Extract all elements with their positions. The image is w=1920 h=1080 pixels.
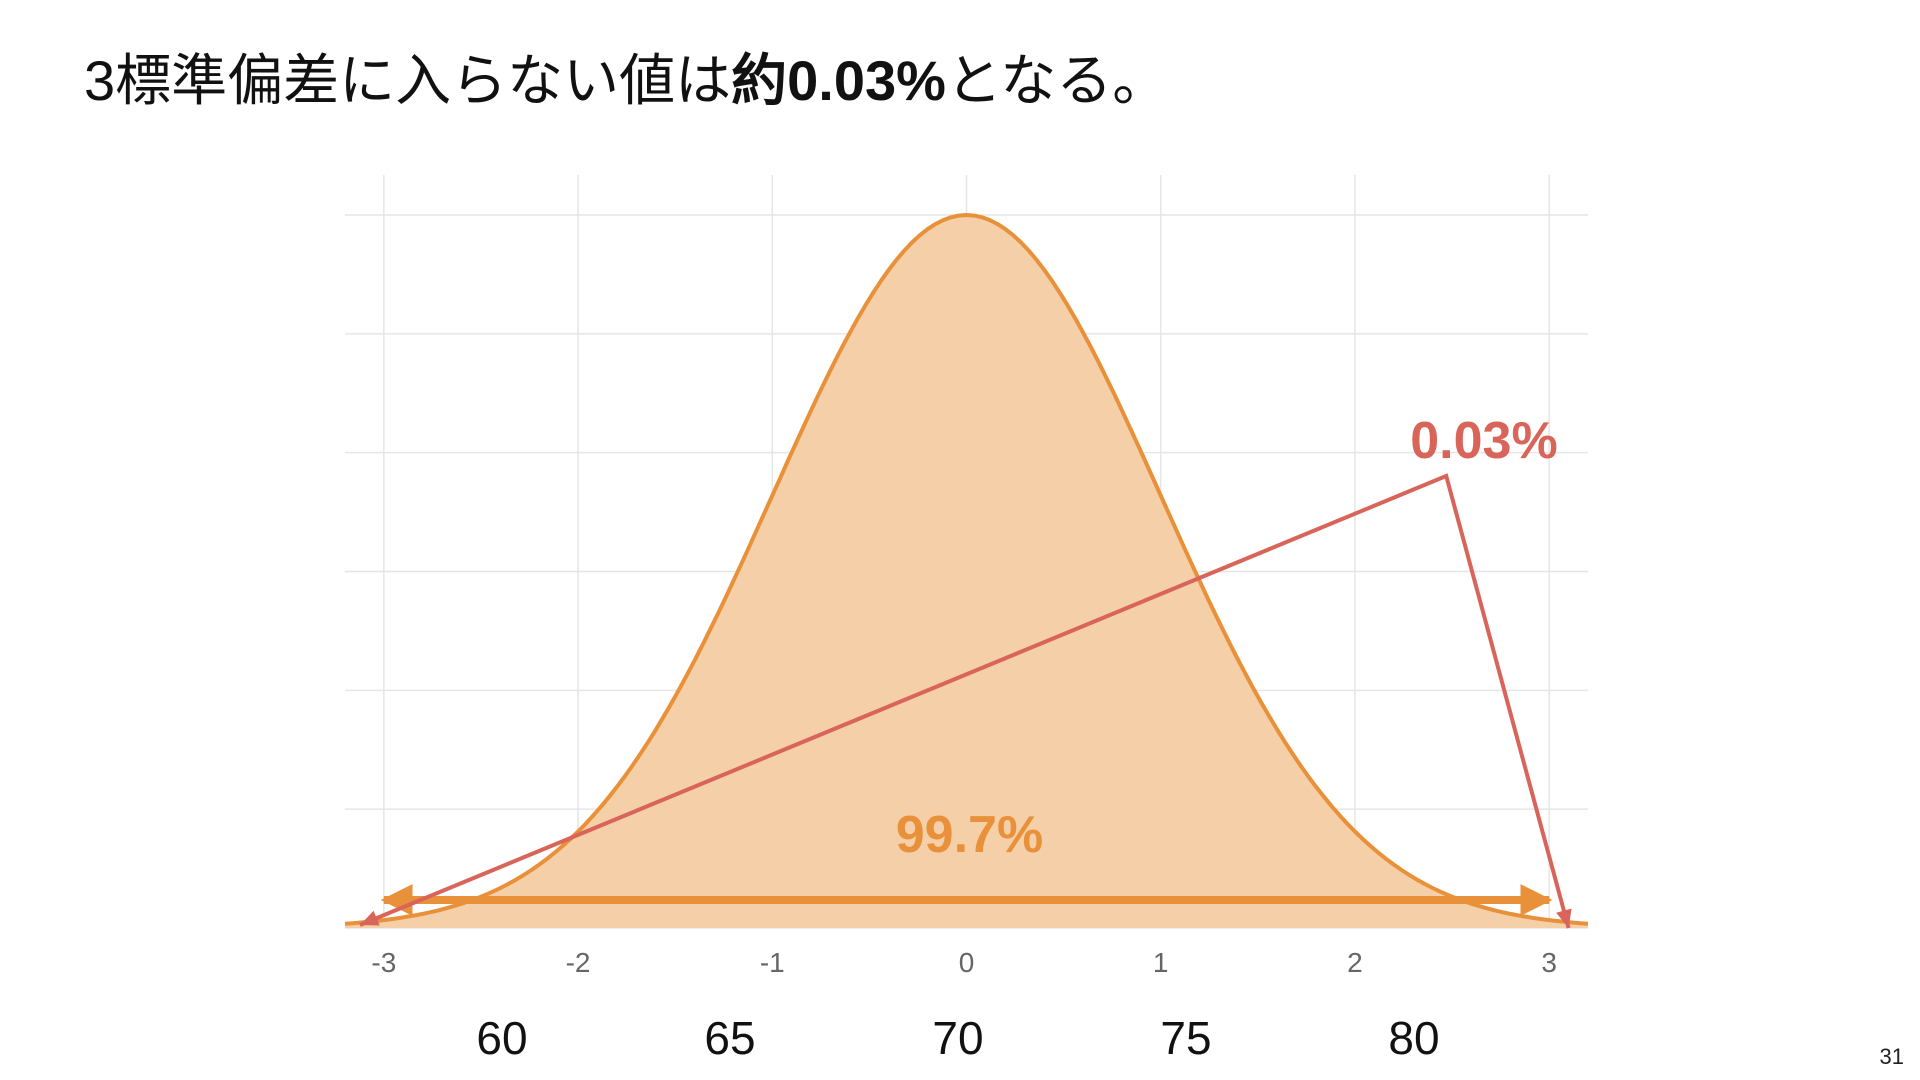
x-tick-label: -3 <box>371 947 396 978</box>
outside-pointer-left-head <box>360 910 380 926</box>
density-curve <box>344 213 1589 926</box>
raw-score-label: 80 <box>1388 1012 1439 1064</box>
title-plain: 3標準偏差に入らない値は <box>84 49 732 112</box>
raw-score-label: 75 <box>1160 1012 1211 1064</box>
title-tail: となる。 <box>945 49 1169 112</box>
outside-pointer-right-head <box>1556 908 1572 928</box>
density-area <box>344 213 1589 928</box>
x-tick-label: -1 <box>760 947 785 978</box>
axis-ticks: -3 -2 -1 0 1 2 3 60 65 70 75 80 <box>371 947 1557 1064</box>
annotations: 99.7% 0.03% <box>359 412 1572 929</box>
x-tick-label: 2 <box>1347 947 1363 978</box>
inside-label: 99.7% <box>896 806 1043 864</box>
x-tick-label: 0 <box>959 947 975 978</box>
density-fill <box>345 215 1588 928</box>
slide-title: 3標準偏差に入らない値は約0.03%となる。 <box>84 40 1168 122</box>
raw-score-label: 70 <box>932 1012 983 1064</box>
raw-score-label: 65 <box>704 1012 755 1064</box>
page-number: 31 <box>1879 1044 1904 1069</box>
x-tick-label: 3 <box>1541 947 1557 978</box>
raw-score-label: 60 <box>476 1012 527 1064</box>
x-tick-label: 1 <box>1153 947 1169 978</box>
x-tick-label: -2 <box>566 947 591 978</box>
outside-pointer <box>359 473 1571 929</box>
outside-label: 0.03% <box>1410 412 1557 470</box>
title-bold: 約0.03% <box>731 49 946 112</box>
